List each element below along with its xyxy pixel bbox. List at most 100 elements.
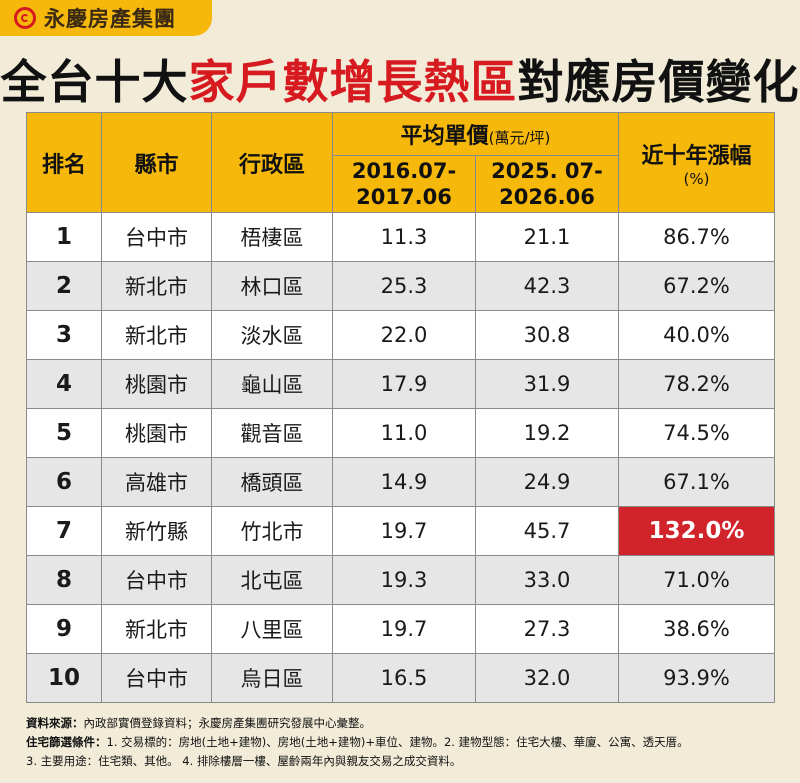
- cell-price-2016: 22.0: [332, 310, 476, 360]
- cell-district: 八里區: [211, 604, 333, 654]
- cell-rank: 2: [26, 261, 102, 311]
- cell-city: 桃園市: [101, 408, 212, 458]
- cell-growth: 93.9%: [618, 653, 775, 703]
- table-row: 7 新竹縣 竹北市 19.7 45.7 132.0%: [26, 506, 775, 556]
- cell-rank: 4: [26, 359, 102, 409]
- cell-growth: 71.0%: [618, 555, 775, 605]
- cell-district: 淡水區: [211, 310, 333, 360]
- header-growth: 近十年漲幅 (%): [618, 112, 775, 213]
- cell-city: 新北市: [101, 261, 212, 311]
- criteria-note-2: 3. 主要用途：住宅類、其他。 4. 排除樓層一樓、屋齡兩年內與親友交易之成交資…: [26, 752, 786, 771]
- cell-district: 橋頭區: [211, 457, 333, 507]
- cell-rank: 3: [26, 310, 102, 360]
- cell-district: 林口區: [211, 261, 333, 311]
- cell-price-2016: 19.7: [332, 506, 476, 556]
- table-row: 8 台中市 北屯區 19.3 33.0 71.0%: [26, 555, 775, 605]
- cell-price-2025: 31.9: [475, 359, 619, 409]
- table-row: 9 新北市 八里區 19.7 27.3 38.6%: [26, 604, 775, 654]
- cell-price-2016: 19.7: [332, 604, 476, 654]
- table-row: 2 新北市 林口區 25.3 42.3 67.2%: [26, 261, 775, 311]
- cell-city: 高雄市: [101, 457, 212, 507]
- cell-city: 新北市: [101, 310, 212, 360]
- header-period2-line1: 2025. 07-: [491, 159, 603, 183]
- brand-logo-icon: [14, 7, 36, 29]
- cell-price-2025: 27.3: [475, 604, 619, 654]
- header-avg-price-label: 平均單價: [400, 124, 489, 149]
- cell-city: 台中市: [101, 653, 212, 703]
- cell-price-2025: 21.1: [475, 212, 619, 262]
- cell-price-2025: 42.3: [475, 261, 619, 311]
- brand-tab: 永慶房產集團: [0, 0, 212, 36]
- cell-price-2025: 33.0: [475, 555, 619, 605]
- header-period1-line1: 2016.07-: [351, 159, 457, 183]
- source-note: 資料來源：內政部實價登錄資料；永慶房產集團研究發展中心彙整。: [26, 714, 786, 733]
- cell-growth-highlight: 132.0%: [618, 506, 775, 556]
- cell-city: 台中市: [101, 212, 212, 262]
- criteria-note: 住宅篩選條件：1. 交易標的：房地(土地+建物)、房地(土地+建物)+車位、建物…: [26, 733, 786, 752]
- cell-price-2016: 11.3: [332, 212, 476, 262]
- cell-rank: 8: [26, 555, 102, 605]
- header-period1: 2016.07- 2017.06: [332, 155, 476, 213]
- cell-rank: 1: [26, 212, 102, 262]
- cell-district: 竹北市: [211, 506, 333, 556]
- header-period2-line2: 2026.06: [499, 185, 595, 209]
- cell-city: 新竹縣: [101, 506, 212, 556]
- cell-price-2025: 30.8: [475, 310, 619, 360]
- cell-growth: 38.6%: [618, 604, 775, 654]
- criteria-label: 住宅篩選條件：: [26, 735, 107, 749]
- source-text: 內政部實價登錄資料；永慶房產集團研究發展中心彙整。: [83, 716, 372, 730]
- header-growth-unit: (%): [683, 169, 710, 188]
- cell-rank: 9: [26, 604, 102, 654]
- cell-price-2025: 32.0: [475, 653, 619, 703]
- header-rank: 排名: [26, 112, 102, 213]
- criteria-text-1: 1. 交易標的：房地(土地+建物)、房地(土地+建物)+車位、建物。2. 建物型…: [106, 735, 689, 749]
- table-row: 10 台中市 烏日區 16.5 32.0 93.9%: [26, 653, 775, 703]
- cell-price-2025: 45.7: [475, 506, 619, 556]
- cell-growth: 67.1%: [618, 457, 775, 507]
- table-row: 1 台中市 梧棲區 11.3 21.1 86.7%: [26, 212, 775, 262]
- cell-price-2016: 17.9: [332, 359, 476, 409]
- header-avg-price: 平均單價(萬元/坪): [332, 112, 619, 156]
- header-growth-label: 近十年漲幅: [641, 143, 752, 169]
- cell-city: 新北市: [101, 604, 212, 654]
- cell-district: 龜山區: [211, 359, 333, 409]
- cell-rank: 6: [26, 457, 102, 507]
- cell-price-2025: 19.2: [475, 408, 619, 458]
- cell-rank: 7: [26, 506, 102, 556]
- cell-city: 桃園市: [101, 359, 212, 409]
- footnotes: 資料來源：內政部實價登錄資料；永慶房產集團研究發展中心彙整。 住宅篩選條件：1.…: [26, 714, 786, 771]
- cell-price-2025: 24.9: [475, 457, 619, 507]
- table-row: 4 桃園市 龜山區 17.9 31.9 78.2%: [26, 359, 775, 409]
- header-district: 行政區: [211, 112, 333, 213]
- header-period1-line2: 2017.06: [356, 185, 452, 209]
- cell-district: 烏日區: [211, 653, 333, 703]
- header-avg-price-unit: (萬元/坪): [488, 129, 551, 147]
- source-label: 資料來源：: [26, 716, 84, 730]
- cell-price-2016: 25.3: [332, 261, 476, 311]
- cell-price-2016: 19.3: [332, 555, 476, 605]
- cell-price-2016: 16.5: [332, 653, 476, 703]
- cell-growth: 78.2%: [618, 359, 775, 409]
- table-row: 6 高雄市 橋頭區 14.9 24.9 67.1%: [26, 457, 775, 507]
- brand-name: 永慶房產集團: [44, 7, 176, 31]
- criteria-text-2: 3. 主要用途：住宅類、其他。 4. 排除樓層一樓、屋齡兩年內與親友交易之成交資…: [26, 754, 462, 768]
- price-table: 排名 縣市 行政區 平均單價(萬元/坪) 近十年漲幅 (%) 2016.07- …: [26, 112, 775, 703]
- cell-price-2016: 11.0: [332, 408, 476, 458]
- page-title: 全台十大家戶數增長熱區對應房價變化: [0, 46, 800, 112]
- title-part2: 對應房價變化: [517, 55, 800, 109]
- cell-district: 北屯區: [211, 555, 333, 605]
- cell-price-2016: 14.9: [332, 457, 476, 507]
- cell-rank: 5: [26, 408, 102, 458]
- cell-district: 梧棲區: [211, 212, 333, 262]
- header-city: 縣市: [101, 112, 212, 213]
- cell-growth: 67.2%: [618, 261, 775, 311]
- table-row: 5 桃園市 觀音區 11.0 19.2 74.5%: [26, 408, 775, 458]
- cell-district: 觀音區: [211, 408, 333, 458]
- title-highlight: 家戶數增長熱區: [188, 55, 518, 109]
- cell-growth: 74.5%: [618, 408, 775, 458]
- table-row: 3 新北市 淡水區 22.0 30.8 40.0%: [26, 310, 775, 360]
- cell-growth: 86.7%: [618, 212, 775, 262]
- header-period2: 2025. 07- 2026.06: [475, 155, 619, 213]
- cell-growth: 40.0%: [618, 310, 775, 360]
- cell-rank: 10: [26, 653, 102, 703]
